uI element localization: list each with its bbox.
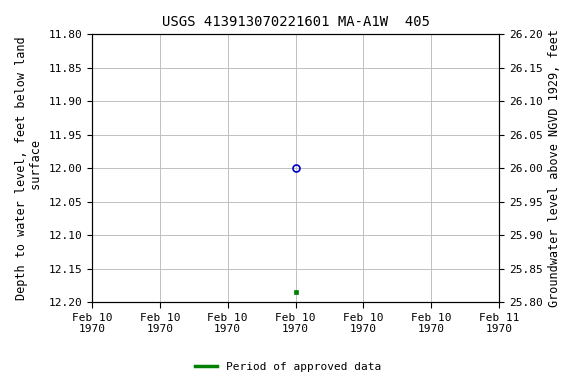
Legend: Period of approved data: Period of approved data	[191, 358, 385, 377]
Y-axis label: Groundwater level above NGVD 1929, feet: Groundwater level above NGVD 1929, feet	[548, 30, 561, 307]
Y-axis label: Depth to water level, feet below land
 surface: Depth to water level, feet below land su…	[15, 36, 43, 300]
Title: USGS 413913070221601 MA-A1W  405: USGS 413913070221601 MA-A1W 405	[161, 15, 430, 29]
